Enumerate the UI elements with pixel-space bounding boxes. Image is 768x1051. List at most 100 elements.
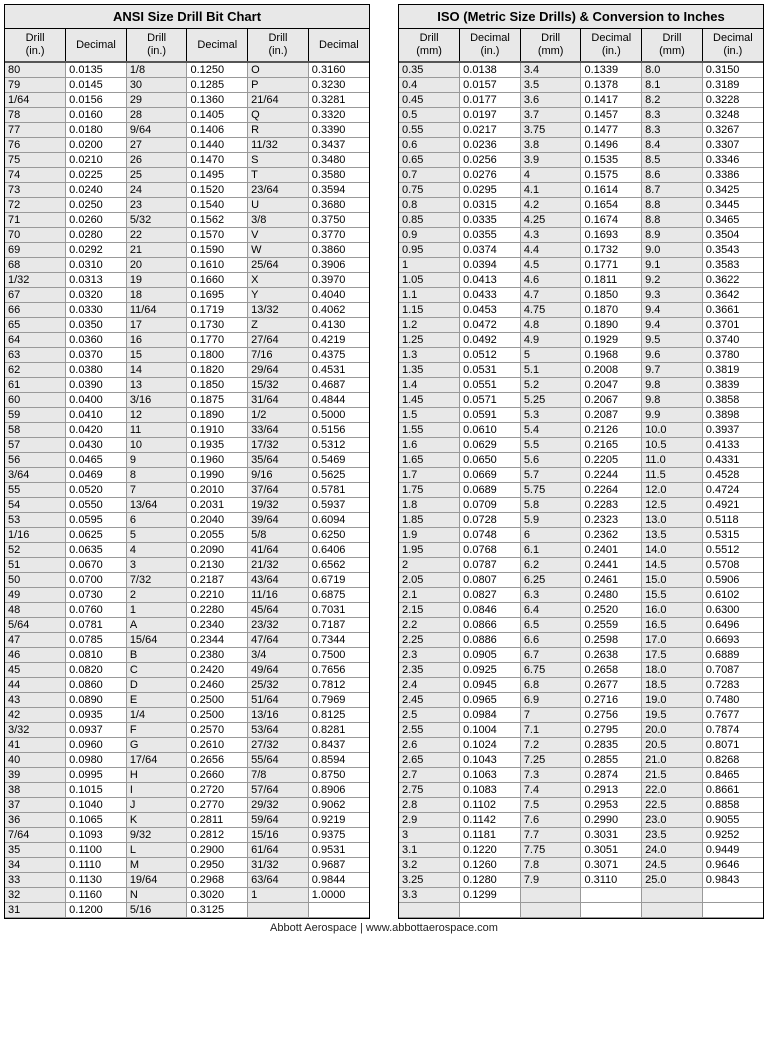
ansi-row: 470.078515/640.234447/640.7344 [5, 633, 369, 648]
ansi-cell: 0.2130 [187, 558, 248, 573]
ansi-cell: 17/32 [248, 438, 309, 453]
iso-cell: 0.2323 [581, 513, 642, 528]
ansi-cell: 47/64 [248, 633, 309, 648]
iso-row: 0.450.01773.60.14178.20.3228 [399, 93, 763, 108]
ansi-cell: 0.1200 [66, 903, 127, 918]
iso-cell: 0.3031 [581, 828, 642, 843]
iso-cell: 0.3051 [581, 843, 642, 858]
iso-row: 1.40.05515.20.20479.80.3839 [399, 378, 763, 393]
iso-cell: 0.2362 [581, 528, 642, 543]
ansi-cell: 0.2210 [187, 588, 248, 603]
iso-cell: 0.2855 [581, 753, 642, 768]
ansi-panel: ANSI Size Drill Bit Chart Drill(in.)Deci… [4, 4, 370, 919]
ansi-cell: 29 [126, 93, 187, 108]
ansi-cell: 12 [126, 408, 187, 423]
ansi-cell: 33/64 [248, 423, 309, 438]
ansi-cell: 0.3437 [308, 138, 369, 153]
iso-cell: 9.7 [642, 363, 703, 378]
iso-cell: 9.8 [642, 393, 703, 408]
iso-cell: 0.3858 [702, 393, 763, 408]
iso-cell: 0.4 [399, 78, 460, 93]
ansi-cell: 0.1130 [66, 873, 127, 888]
ansi-cell: 0.0760 [66, 603, 127, 618]
ansi-cell: D [126, 678, 187, 693]
iso-cell: 0.0335 [460, 213, 521, 228]
iso-cell: 4.5 [520, 258, 581, 273]
iso-cell: 0.3465 [702, 213, 763, 228]
iso-cell: 3.7 [520, 108, 581, 123]
iso-cell: 6.7 [520, 648, 581, 663]
ansi-cell: 0.4687 [308, 378, 369, 393]
iso-cell: 3.75 [520, 123, 581, 138]
iso-cell: 0.3780 [702, 348, 763, 363]
ansi-cell: 0.0310 [66, 258, 127, 273]
iso-cell: 0.2874 [581, 768, 642, 783]
ansi-cell: R [248, 123, 309, 138]
iso-cell: 14.5 [642, 558, 703, 573]
iso-cell: 8.8 [642, 198, 703, 213]
ansi-cell: 9/32 [126, 828, 187, 843]
ansi-cell: 0.0980 [66, 753, 127, 768]
ansi-cell: 0.6719 [308, 573, 369, 588]
iso-row: 20.07876.20.244114.50.5708 [399, 558, 763, 573]
iso-cell: 0.1850 [581, 288, 642, 303]
ansi-cell [248, 903, 309, 918]
iso-cell: 7.5 [520, 798, 581, 813]
iso-col-4: Drill(mm) [642, 29, 703, 62]
iso-cell: 7.6 [520, 813, 581, 828]
iso-cell: 7.9 [520, 873, 581, 888]
iso-cell: 0.3386 [702, 168, 763, 183]
iso-cell: 1 [399, 258, 460, 273]
iso-cell: 0.3543 [702, 243, 763, 258]
ansi-cell: 39/64 [248, 513, 309, 528]
iso-cell: 2.6 [399, 738, 460, 753]
iso-row: 0.50.01973.70.14578.30.3248 [399, 108, 763, 123]
iso-cell: 0.5708 [702, 558, 763, 573]
iso-cell: 8.9 [642, 228, 703, 243]
iso-cell: 19.0 [642, 693, 703, 708]
ansi-cell: 0.0135 [66, 62, 127, 78]
iso-cell: 19.5 [642, 708, 703, 723]
ansi-row: 730.0240240.152023/640.3594 [5, 183, 369, 198]
ansi-row: 1/320.0313190.1660X0.3970 [5, 273, 369, 288]
ansi-cell: 0.5312 [308, 438, 369, 453]
ansi-cell: 0.0350 [66, 318, 127, 333]
iso-cell: 0.2677 [581, 678, 642, 693]
ansi-cell: 11/16 [248, 588, 309, 603]
ansi-cell: 0.2040 [187, 513, 248, 528]
ansi-cell: 15/64 [126, 633, 187, 648]
ansi-cell: 1 [126, 603, 187, 618]
iso-cell: 5.5 [520, 438, 581, 453]
ansi-cell: 1/4 [126, 708, 187, 723]
ansi-cell: 0.2660 [187, 768, 248, 783]
ansi-cell: 0.1570 [187, 228, 248, 243]
iso-cell: 0.2953 [581, 798, 642, 813]
ansi-cell: 21/32 [248, 558, 309, 573]
ansi-cell: 41/64 [248, 543, 309, 558]
ansi-cell: 1/2 [248, 408, 309, 423]
ansi-cell: 0.1495 [187, 168, 248, 183]
iso-cell [399, 903, 460, 918]
ansi-cell: 0.5156 [308, 423, 369, 438]
ansi-cell: 0.0995 [66, 768, 127, 783]
iso-cell: 0.2401 [581, 543, 642, 558]
iso-cell [581, 888, 642, 903]
ansi-cell: 1/16 [5, 528, 66, 543]
iso-cell [581, 903, 642, 918]
iso-cell: 0.1083 [460, 783, 521, 798]
iso-cell: 4.3 [520, 228, 581, 243]
ansi-cell: 0.5469 [308, 453, 369, 468]
iso-cell: 0.0886 [460, 633, 521, 648]
ansi-cell: 61 [5, 378, 66, 393]
iso-cell: 0.1339 [581, 62, 642, 78]
iso-cell: 4.6 [520, 273, 581, 288]
iso-cell: 7 [520, 708, 581, 723]
iso-row: 3.30.1299 [399, 888, 763, 903]
iso-cell: 7.2 [520, 738, 581, 753]
ansi-cell: 0.0810 [66, 648, 127, 663]
ansi-cell: 0.8750 [308, 768, 369, 783]
ansi-cell: 54 [5, 498, 66, 513]
ansi-col-5: Decimal [308, 29, 369, 62]
ansi-cell: 77 [5, 123, 66, 138]
ansi-cell: 7/16 [248, 348, 309, 363]
